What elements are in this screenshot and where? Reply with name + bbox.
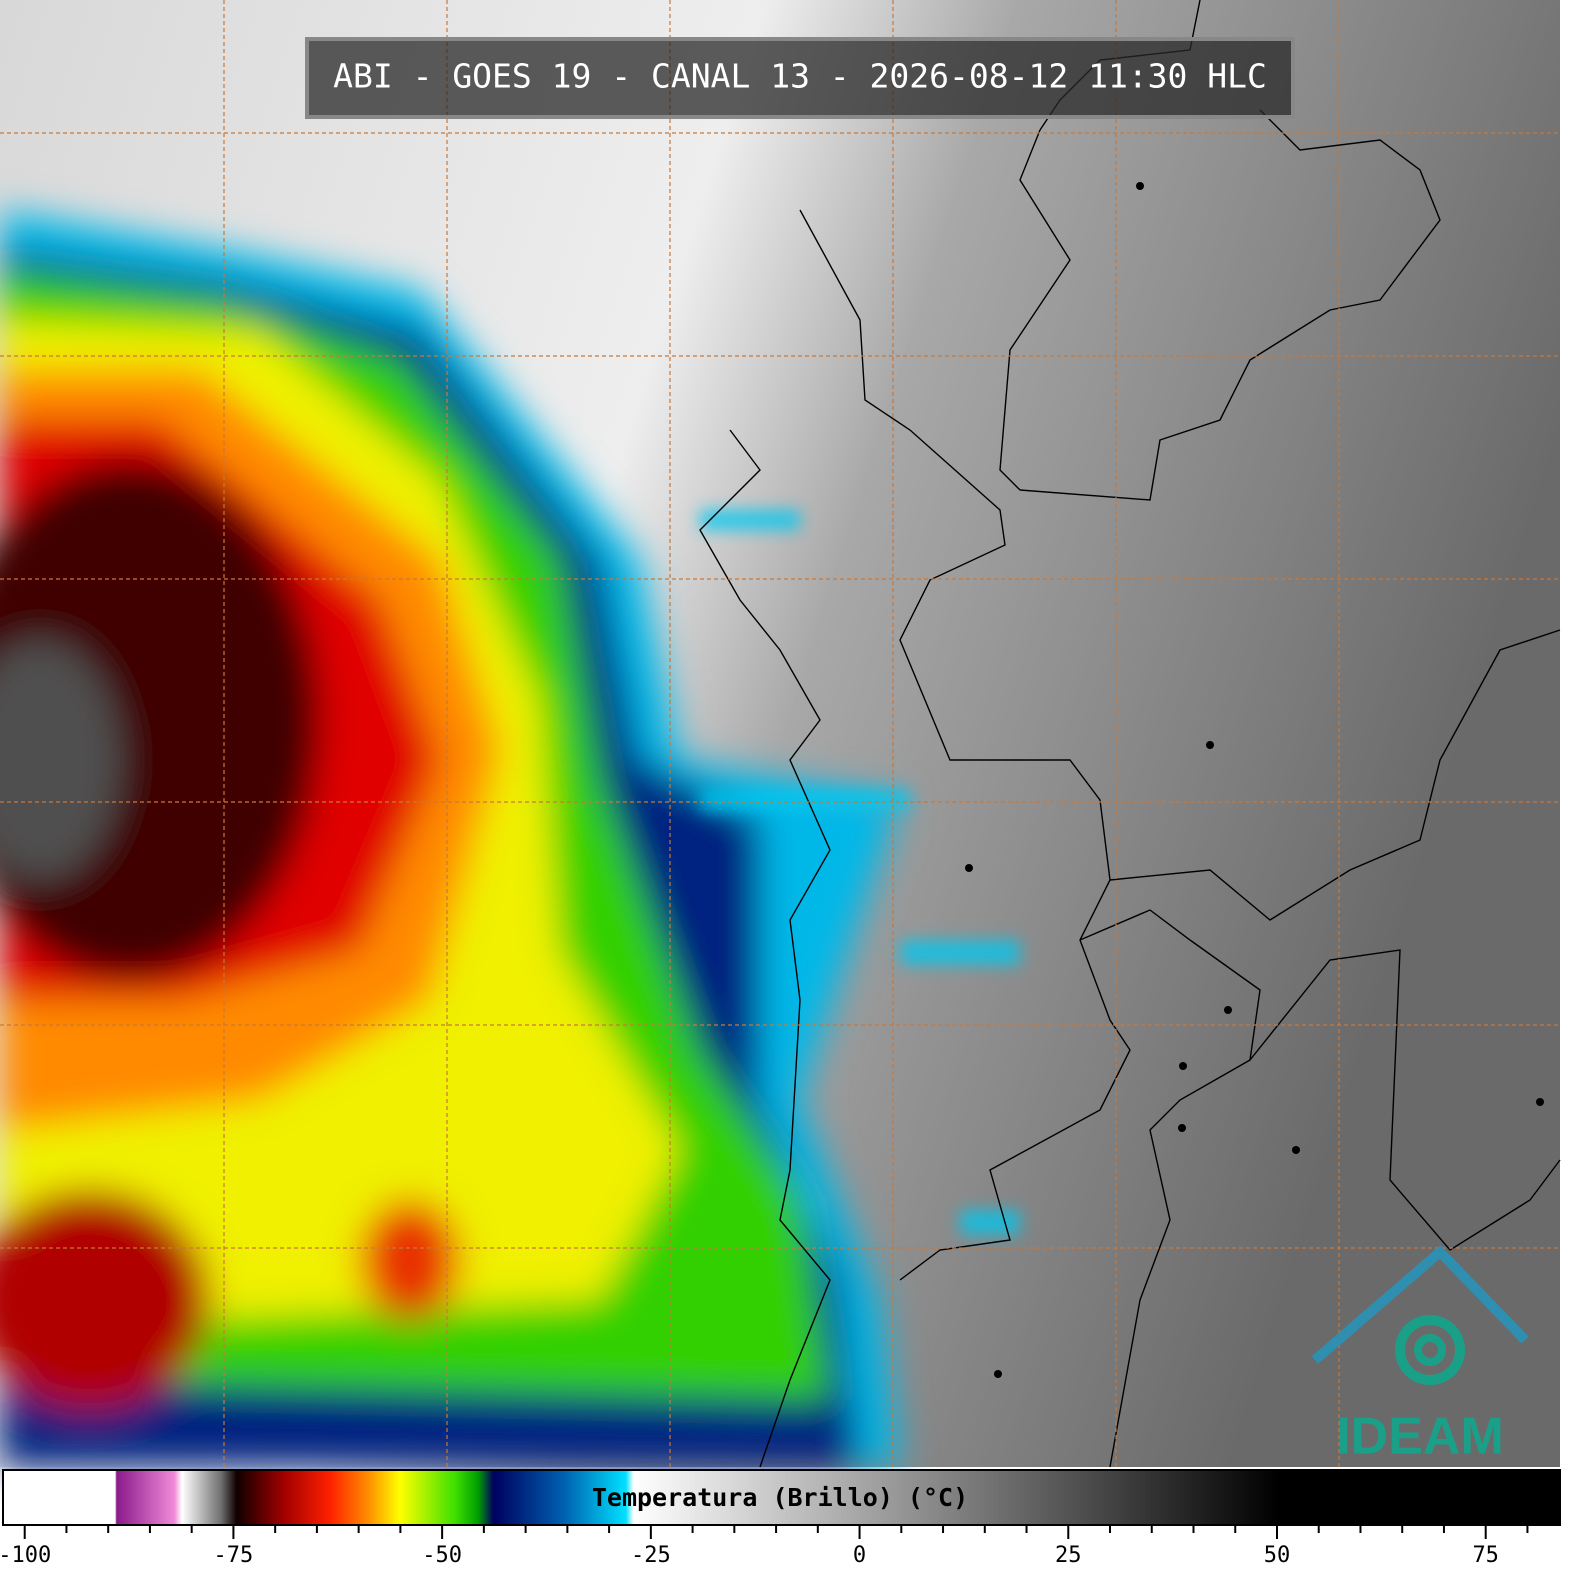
city-markers — [965, 182, 1544, 1378]
title: ABI - GOES 19 - CANAL 13 - 2026-08-12 11… — [333, 57, 1267, 96]
tick-label: 0 — [853, 1543, 866, 1568]
graticule — [0, 0, 1560, 1467]
cloud-system — [0, 210, 900, 1467]
colorbar — [2, 1469, 1561, 1526]
tick-label: 50 — [1264, 1543, 1291, 1568]
title-box — [305, 37, 1295, 119]
tick-label: 25 — [1055, 1543, 1082, 1568]
cloud-streaks — [700, 510, 1020, 1235]
borders — [699, 0, 1561, 1468]
tick-label: -50 — [422, 1543, 462, 1568]
colorbar-label: Temperatura (Brillo) (°C) — [592, 1483, 968, 1512]
tick-label: -100 — [0, 1543, 51, 1568]
logo-text: IDEAM — [1336, 1408, 1504, 1466]
logo: IDEAM — [1311, 1245, 1529, 1466]
tick-label: 75 — [1472, 1543, 1499, 1568]
tick-label: -25 — [631, 1543, 671, 1568]
tick-label: -75 — [214, 1543, 254, 1568]
